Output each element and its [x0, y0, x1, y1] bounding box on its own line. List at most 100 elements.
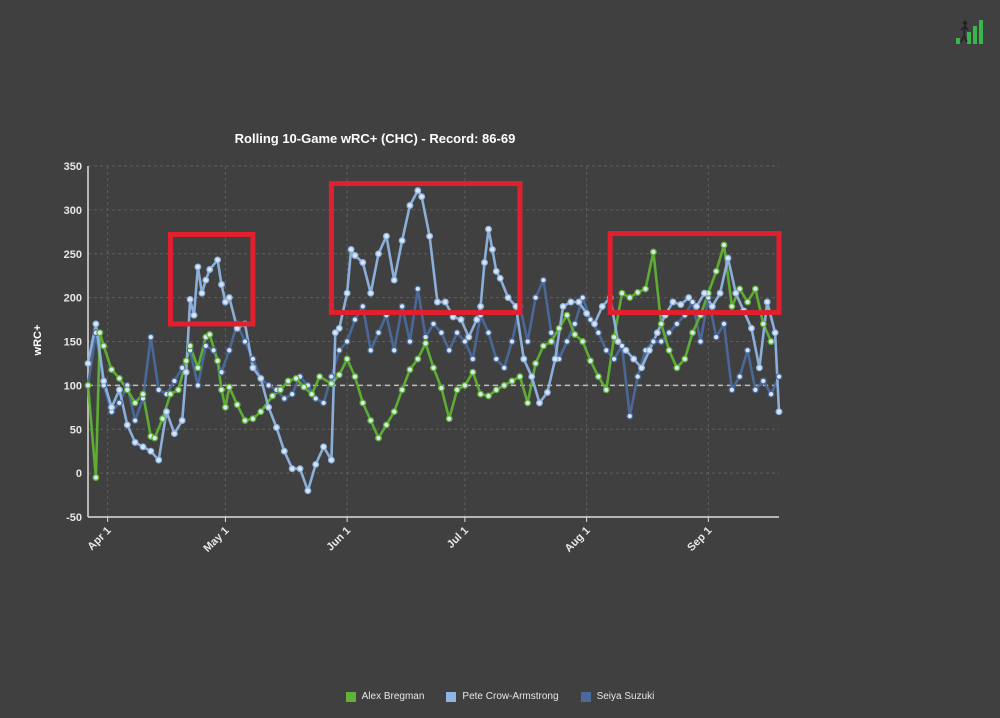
data-point: [131, 399, 139, 407]
data-point: [92, 320, 100, 328]
data-point: [575, 298, 583, 306]
data-point: [712, 333, 720, 341]
highlight-box: [328, 181, 523, 316]
data-point: [92, 474, 100, 481]
data-point: [233, 401, 241, 409]
y-tick-label: 350: [64, 161, 82, 173]
data-point: [642, 285, 649, 293]
data-point: [123, 386, 131, 394]
data-point: [445, 346, 453, 354]
data-point: [724, 254, 732, 262]
data-point: [320, 443, 328, 451]
data-point: [186, 295, 194, 303]
data-point: [720, 241, 728, 249]
data-point: [669, 298, 677, 306]
data-point: [327, 456, 335, 464]
data-point: [653, 329, 661, 337]
data-point: [174, 386, 182, 394]
data-point: [520, 355, 528, 363]
data-point: [241, 417, 249, 424]
data-point: [406, 338, 414, 345]
data-point: [414, 285, 422, 293]
data-point: [159, 415, 167, 423]
data-point: [437, 384, 445, 392]
data-point: [689, 329, 697, 337]
data-point: [225, 346, 233, 354]
data-point: [351, 252, 359, 259]
legend-item[interactable]: Alex Bregman: [345, 691, 424, 702]
data-point: [367, 417, 375, 424]
data-point: [524, 338, 532, 345]
data-point: [280, 447, 288, 455]
data-point: [182, 357, 190, 365]
data-point: [327, 380, 335, 388]
x-tick-label: Jun 1: [324, 525, 353, 554]
legend-swatch: [580, 691, 591, 702]
data-point: [166, 390, 174, 398]
data-point: [622, 346, 630, 354]
data-point: [677, 301, 685, 309]
data-point: [316, 373, 324, 381]
data-point: [657, 320, 665, 328]
data-point: [155, 456, 163, 464]
y-tick-label: 150: [64, 337, 82, 349]
data-point: [202, 342, 210, 350]
data-point: [563, 311, 571, 319]
data-point: [481, 259, 488, 266]
data-point: [351, 316, 359, 324]
data-point: [320, 399, 328, 407]
data-point: [327, 373, 335, 381]
data-point: [630, 355, 638, 363]
legend-item[interactable]: Pete Crow-Armstrong: [446, 691, 559, 702]
data-point: [206, 266, 214, 273]
legend-item[interactable]: Seiya Suzuki: [580, 691, 655, 702]
series-points: [84, 187, 783, 495]
data-point: [441, 298, 449, 306]
data-point: [759, 320, 767, 328]
data-point: [453, 386, 461, 394]
x-tick-label: Sep 1: [685, 525, 714, 554]
bar-chart-logo-icon: [955, 18, 989, 46]
legend-label: Seiya Suzuki: [596, 691, 655, 702]
data-point: [539, 342, 547, 350]
data-point: [539, 276, 547, 284]
data-point: [163, 408, 170, 416]
data-point: [115, 386, 123, 394]
data-point: [430, 320, 437, 328]
data-point: [257, 374, 265, 382]
data-point: [312, 395, 320, 402]
data-point: [583, 309, 591, 317]
data-point: [249, 415, 257, 423]
y-tick-label: 0: [76, 468, 82, 480]
data-point: [108, 403, 116, 411]
y-tick-label: 50: [70, 424, 82, 436]
data-point: [736, 373, 744, 381]
highlight-box: [607, 231, 782, 316]
data-point: [265, 403, 273, 411]
data-point: [292, 374, 300, 382]
data-point: [571, 331, 579, 338]
data-point: [312, 460, 320, 468]
grid: [88, 165, 779, 518]
data-point: [249, 355, 257, 363]
data-point: [645, 346, 653, 354]
data-point: [614, 338, 622, 345]
data-point: [504, 294, 512, 302]
data-point: [634, 373, 642, 381]
data-point: [485, 329, 492, 337]
y-tick-label: 300: [64, 205, 82, 217]
data-point: [689, 298, 697, 306]
data-point: [335, 371, 343, 379]
data-point: [602, 346, 610, 354]
data-point: [151, 434, 159, 442]
data-point: [241, 338, 249, 345]
data-point: [194, 381, 202, 389]
data-point: [359, 399, 367, 407]
data-point: [638, 364, 646, 372]
data-point: [221, 298, 229, 306]
data-point: [532, 294, 540, 302]
series-line-alex-bregman: [86, 243, 773, 479]
data-point: [367, 346, 375, 354]
data-point: [700, 289, 708, 297]
data-point: [343, 355, 351, 363]
